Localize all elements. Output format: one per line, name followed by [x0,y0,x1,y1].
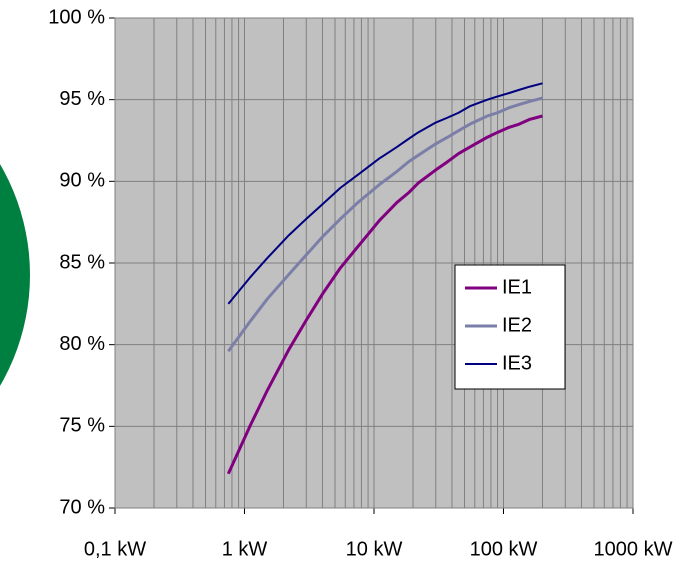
series-line [226,114,543,475]
x-tick-label: 0,1 kW [84,538,146,560]
series-line [227,82,543,305]
plot-border [114,17,634,509]
y-tick-label: 80 % [59,333,105,355]
y-tick-label: 85 % [59,251,105,273]
x-tick-label: 100 kW [470,538,538,560]
series-line [227,96,543,353]
axes: 70 % 75 % 80 % 85 % 90 % 95 % 100 % 0,1 kW 1 kW 1… [48,6,672,560]
y-tick-label: 100 % [48,6,105,28]
legend-label: IE2 [502,314,532,336]
y-tick-label: 75 % [59,415,105,437]
x-tick-label: 1 kW [222,538,268,560]
y-tick-label: 95 % [59,88,105,110]
x-tick-label: 1000 kW [594,538,673,560]
legend-label: IE3 [502,352,532,374]
y-tick-label: 90 % [59,170,105,192]
lines [226,82,543,475]
legend: IE1 IE2 IE3 [454,264,566,390]
decorative-badge [0,164,30,386]
y-tick-label: 70 % [59,496,105,518]
x-tick-label: 10 kW [346,538,403,560]
legend-label: IE1 [502,276,532,298]
